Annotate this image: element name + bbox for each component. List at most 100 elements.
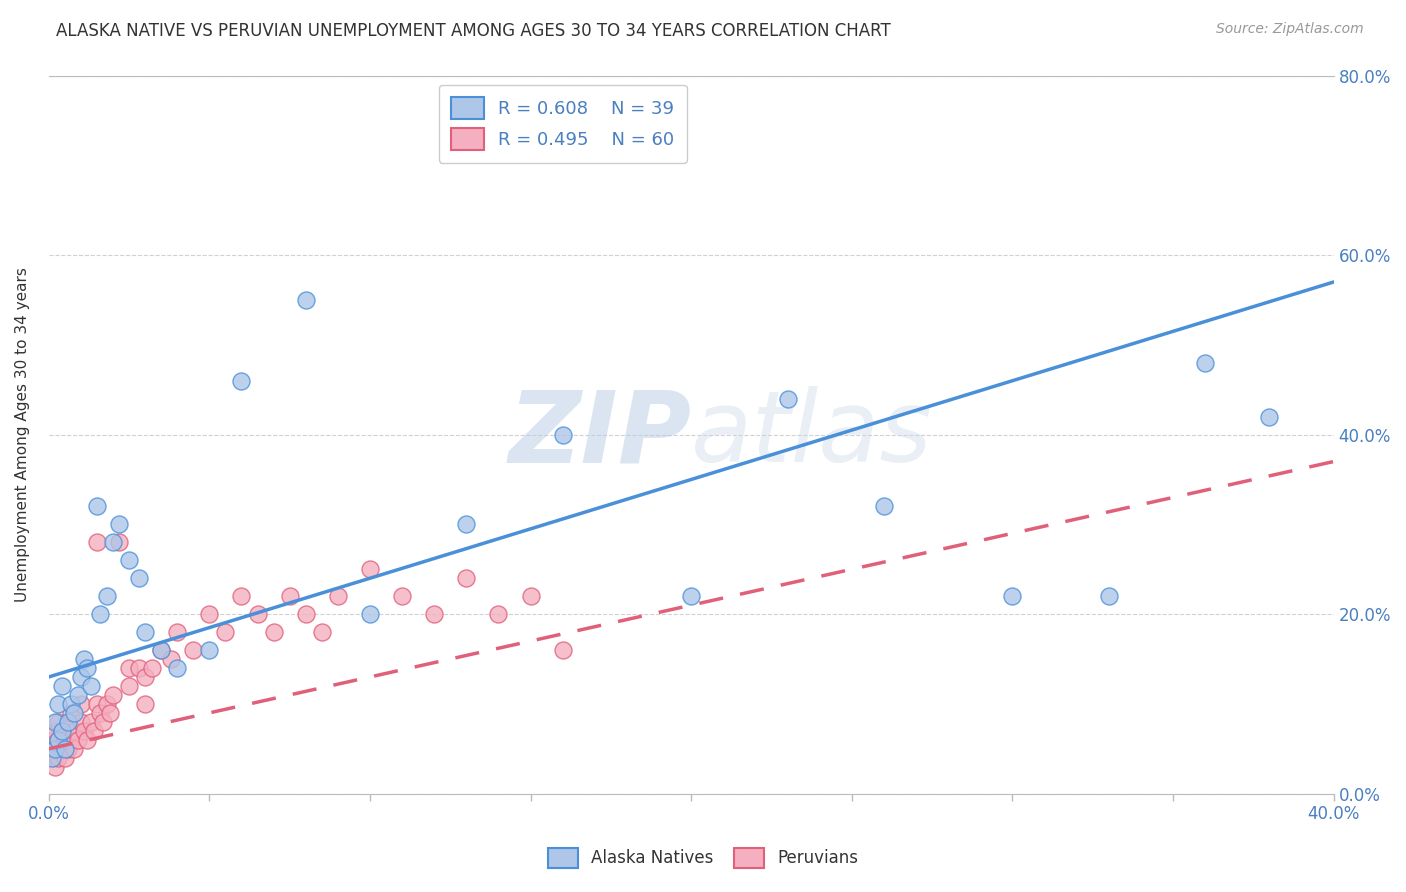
Point	[118, 679, 141, 693]
Point	[118, 661, 141, 675]
Point	[44, 714, 66, 729]
Point	[51, 741, 73, 756]
Point	[70, 697, 93, 711]
Point	[63, 723, 86, 738]
Point	[198, 643, 221, 657]
Text: ZIP: ZIP	[508, 386, 692, 483]
Point	[44, 723, 66, 738]
Point	[63, 706, 86, 720]
Text: ALASKA NATIVE VS PERUVIAN UNEMPLOYMENT AMONG AGES 30 TO 34 YEARS CORRELATION CHA: ALASKA NATIVE VS PERUVIAN UNEMPLOYMENT A…	[56, 22, 891, 40]
Point	[79, 679, 101, 693]
Point	[48, 714, 70, 729]
Point	[359, 607, 381, 621]
Point	[44, 741, 66, 756]
Point	[311, 625, 333, 640]
Point	[93, 714, 115, 729]
Point	[98, 706, 121, 720]
Point	[488, 607, 510, 621]
Point	[51, 679, 73, 693]
Point	[51, 723, 73, 738]
Point	[48, 751, 70, 765]
Point	[326, 589, 349, 603]
Point	[101, 688, 124, 702]
Point	[166, 625, 188, 640]
Point	[551, 643, 574, 657]
Point	[56, 741, 79, 756]
Point	[128, 661, 150, 675]
Point	[214, 625, 236, 640]
Point	[76, 661, 98, 675]
Point	[73, 652, 96, 666]
Point	[86, 500, 108, 514]
Point	[456, 571, 478, 585]
Point	[53, 751, 76, 765]
Point	[423, 607, 446, 621]
Point	[118, 553, 141, 567]
Point	[53, 741, 76, 756]
Point	[108, 535, 131, 549]
Point	[66, 688, 89, 702]
Point	[101, 535, 124, 549]
Point	[96, 697, 118, 711]
Y-axis label: Unemployment Among Ages 30 to 34 years: Unemployment Among Ages 30 to 34 years	[15, 268, 30, 602]
Point	[53, 732, 76, 747]
Point	[48, 732, 70, 747]
Point	[70, 714, 93, 729]
Point	[873, 500, 896, 514]
Point	[551, 427, 574, 442]
Point	[246, 607, 269, 621]
Point	[60, 697, 83, 711]
Point	[108, 517, 131, 532]
Point	[89, 706, 111, 720]
Point	[134, 670, 156, 684]
Point	[1001, 589, 1024, 603]
Point	[359, 562, 381, 576]
Point	[150, 643, 173, 657]
Point	[41, 741, 63, 756]
Point	[48, 697, 70, 711]
Point	[51, 723, 73, 738]
Point	[776, 392, 799, 406]
Point	[41, 751, 63, 765]
Point	[150, 643, 173, 657]
Point	[83, 723, 105, 738]
Point	[263, 625, 285, 640]
Point	[48, 732, 70, 747]
Point	[294, 293, 316, 307]
Point	[681, 589, 703, 603]
Point	[141, 661, 163, 675]
Point	[73, 723, 96, 738]
Text: atlas: atlas	[692, 386, 932, 483]
Point	[44, 760, 66, 774]
Point	[198, 607, 221, 621]
Point	[56, 714, 79, 729]
Point	[391, 589, 413, 603]
Point	[86, 697, 108, 711]
Point	[1098, 589, 1121, 603]
Point	[41, 751, 63, 765]
Point	[41, 732, 63, 747]
Point	[134, 697, 156, 711]
Point	[56, 714, 79, 729]
Point	[231, 374, 253, 388]
Point	[134, 625, 156, 640]
Point	[66, 732, 89, 747]
Point	[1194, 356, 1216, 370]
Point	[294, 607, 316, 621]
Point	[166, 661, 188, 675]
Point	[181, 643, 204, 657]
Text: Source: ZipAtlas.com: Source: ZipAtlas.com	[1216, 22, 1364, 37]
Point	[63, 741, 86, 756]
Point	[89, 607, 111, 621]
Point	[76, 732, 98, 747]
Point	[70, 670, 93, 684]
Point	[86, 535, 108, 549]
Point	[519, 589, 541, 603]
Point	[60, 706, 83, 720]
Point	[96, 589, 118, 603]
Point	[1258, 409, 1281, 424]
Point	[159, 652, 181, 666]
Point	[79, 714, 101, 729]
Point	[231, 589, 253, 603]
Legend: R = 0.608    N = 39, R = 0.495    N = 60: R = 0.608 N = 39, R = 0.495 N = 60	[439, 85, 688, 163]
